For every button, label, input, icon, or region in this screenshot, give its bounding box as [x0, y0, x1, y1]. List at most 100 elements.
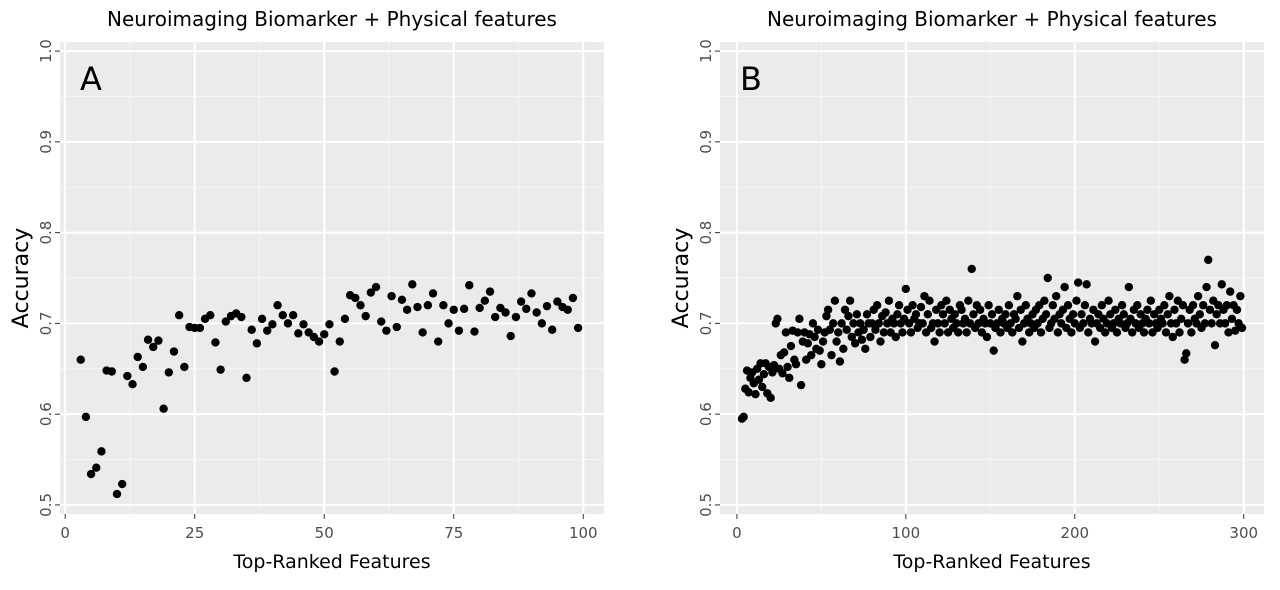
data-point [107, 367, 117, 376]
x-axis-label: Top-Ranked Features [892, 551, 1090, 573]
data-point [849, 319, 858, 328]
data-point [1165, 291, 1174, 301]
y-tick-label: 0.7 [37, 311, 55, 335]
data-point [340, 314, 350, 324]
data-point [516, 297, 526, 306]
data-point [1119, 310, 1128, 319]
x-tick-label: 50 [315, 524, 334, 542]
data-point [884, 296, 894, 305]
data-point [889, 319, 899, 328]
data-point [325, 320, 334, 329]
data-point [796, 380, 806, 390]
data-point [827, 350, 836, 360]
data-point [795, 314, 804, 324]
data-point [828, 319, 838, 328]
data-point [852, 310, 862, 319]
data-point [996, 328, 1005, 337]
data-point [1072, 296, 1081, 305]
data-point [893, 310, 902, 319]
data-point [933, 319, 943, 328]
data-point [1222, 301, 1232, 310]
data-point [1048, 301, 1058, 310]
data-point [242, 373, 251, 383]
data-point [1008, 328, 1017, 337]
x-axis-label: Top-Ranked Features [232, 551, 430, 573]
data-point [361, 311, 370, 321]
data-point [808, 319, 818, 328]
data-point [867, 319, 877, 328]
y-tick-label: 0.8 [697, 221, 715, 245]
data-point [288, 311, 298, 320]
data-point [1177, 314, 1186, 324]
data-point [356, 301, 365, 310]
data-point [1128, 328, 1137, 337]
data-point [1195, 310, 1205, 319]
data-point [930, 337, 939, 346]
y-tick-label: 0.7 [697, 311, 715, 335]
data-point [257, 314, 267, 324]
data-point [1160, 301, 1169, 310]
data-point [1231, 326, 1240, 335]
data-point [876, 337, 885, 346]
data-point [480, 296, 490, 305]
data-point [1004, 301, 1014, 310]
data-point [969, 310, 978, 319]
data-point [1043, 273, 1052, 283]
data-point [916, 302, 926, 312]
x-tick-label: 100 [569, 524, 598, 542]
data-point [387, 291, 396, 301]
y-tick-label: 0.5 [697, 493, 715, 517]
data-point [92, 463, 101, 472]
data-point [1180, 355, 1189, 364]
data-point [1224, 328, 1233, 337]
data-point [1163, 310, 1172, 319]
panel-label: B [740, 60, 762, 98]
data-point [537, 319, 547, 328]
data-point [273, 301, 282, 310]
data-point [984, 301, 993, 310]
y-tick-label: 0.6 [37, 402, 55, 426]
data-point [982, 332, 992, 342]
data-point [1013, 291, 1022, 301]
data-point [817, 360, 826, 369]
data-point [781, 328, 791, 337]
data-point [532, 308, 541, 317]
data-point [351, 293, 360, 303]
data-point [975, 305, 985, 314]
data-point [1011, 314, 1020, 324]
data-point [923, 310, 933, 319]
data-point [1060, 282, 1069, 292]
data-point [1207, 319, 1216, 328]
data-point [803, 339, 813, 348]
data-point [871, 325, 880, 334]
data-point [825, 325, 835, 334]
data-point [773, 314, 782, 324]
data-point [1073, 278, 1083, 287]
data-point [845, 296, 855, 305]
data-point [1202, 282, 1211, 292]
data-point [154, 336, 163, 345]
data-point [1090, 337, 1100, 346]
y-tick-label: 1.0 [37, 39, 55, 63]
data-point [822, 311, 831, 321]
data-point [1226, 287, 1235, 296]
data-point [418, 328, 427, 337]
data-point [1117, 301, 1127, 310]
chart-panel-b: 0.5 0.6 0.7 0.8 0.9 1.0 0 100 200 300 B Neuroimagin… [660, 0, 1280, 586]
data-point [511, 312, 521, 322]
data-point [837, 319, 846, 328]
x-tick-label: 300 [1229, 524, 1258, 542]
data-point [1178, 301, 1188, 310]
data-point [1143, 305, 1152, 314]
data-point [950, 310, 960, 319]
data-point [180, 362, 189, 372]
data-point [1077, 310, 1086, 319]
x-tick-label: 200 [1060, 524, 1089, 542]
data-point [857, 335, 867, 344]
data-point [470, 327, 479, 336]
x-tick-label: 100 [892, 524, 921, 542]
data-point [1175, 328, 1184, 337]
data-point [938, 310, 948, 319]
data-point [76, 355, 85, 364]
x-tick-label: 0 [732, 524, 742, 542]
